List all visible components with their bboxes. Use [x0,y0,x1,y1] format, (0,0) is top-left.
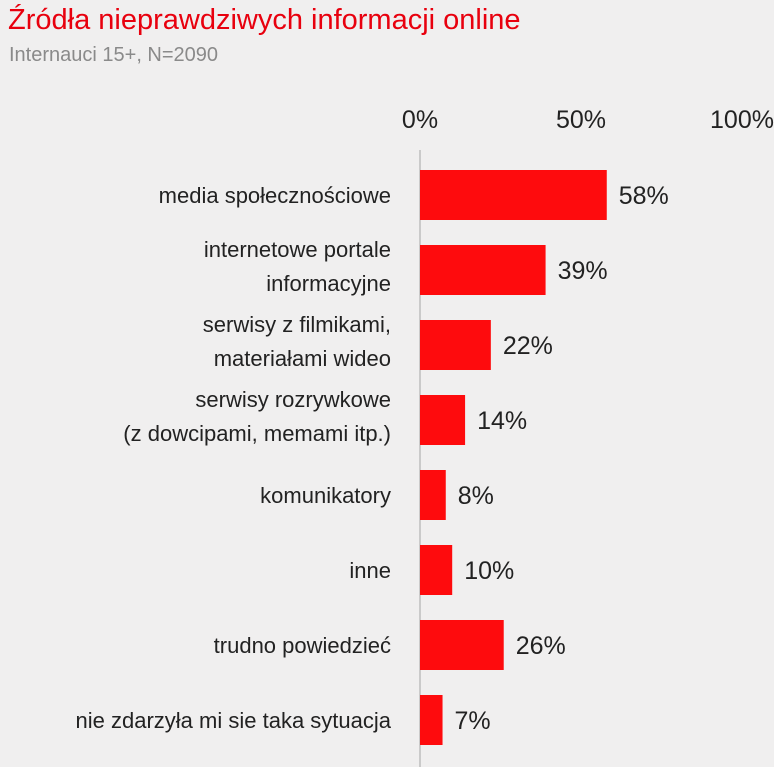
bar [420,170,607,220]
bar [420,320,491,370]
bar-value-label: 7% [455,707,491,735]
x-tick-label: 100% [710,106,774,134]
bar [420,695,443,745]
category-label: serwisy rozrywkowe (z dowcipami, memami i… [123,387,391,446]
value-labels: 58% 39% 22% 14% 8% 10% 26% 7% [455,182,669,735]
bar-value-label: 10% [464,557,514,585]
category-labels: media społecznościowe internetowe portale… [76,183,392,733]
category-label: nie zdarzyła mi sie taka sytuacja [76,708,392,733]
category-label: trudno powiedzieć [214,633,391,658]
x-tick-label: 50% [556,106,606,134]
bar-value-label: 26% [516,632,566,660]
category-label: internetowe portale informacyjne [204,237,391,296]
bar [420,620,504,670]
x-tick-label: 0% [402,106,438,134]
bar-value-label: 22% [503,332,553,360]
bar [420,395,466,445]
chart-subtitle: Internauci 15+, N=2090 [9,44,219,66]
category-label: inne [349,558,391,583]
x-axis-ticks: 0% 50% 100% [402,106,774,134]
bar [420,545,453,595]
category-label: media społecznościowe [159,183,391,208]
bars-group [420,170,607,745]
category-label: serwisy z filmikami, materiałami wideo [203,312,391,371]
bar [420,470,446,520]
chart-title: Źródła nieprawdziwych informacji online [8,4,521,36]
bar-value-label: 58% [619,182,669,210]
bar [420,245,546,295]
bar-value-label: 8% [458,482,494,510]
bar-value-label: 39% [558,257,608,285]
bar-value-label: 14% [477,407,527,435]
category-label: komunikatory [260,483,391,508]
